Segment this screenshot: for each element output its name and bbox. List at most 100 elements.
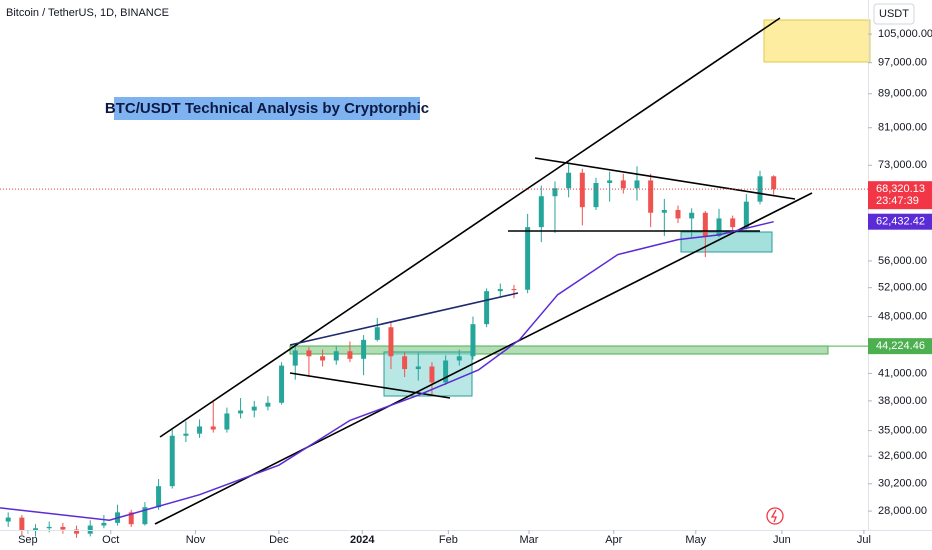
candle-body — [771, 176, 777, 190]
support-zone — [289, 345, 829, 355]
candle-body — [169, 435, 175, 487]
candle-body — [224, 413, 230, 430]
candle-body — [730, 218, 736, 228]
candle-body — [579, 172, 585, 208]
x-tick-label: Nov — [186, 534, 206, 546]
y-tick-label: 32,600.00 — [878, 450, 927, 462]
candle-body — [306, 350, 312, 357]
y-tick-label: 35,000.00 — [878, 424, 927, 436]
annotation: BTC/USDT Technical Analysis by Cryptorph… — [105, 100, 429, 117]
last-price-tag — [868, 181, 932, 210]
level-label: 44,224.46 — [876, 340, 925, 352]
candle-body — [415, 366, 421, 370]
x-tick-label: Feb — [439, 534, 458, 546]
channel-bottom — [154, 192, 813, 525]
x-tick-label: Oct — [102, 534, 119, 546]
candle-body — [142, 507, 148, 525]
candle-body — [320, 356, 326, 361]
candle-body — [702, 212, 708, 237]
candle-body — [634, 180, 640, 189]
y-tick-label: 105,000.00 — [878, 28, 932, 40]
candle-body — [593, 182, 599, 208]
x-tick-label: 2024 — [350, 534, 375, 546]
y-tick-label: 52,000.00 — [878, 282, 927, 294]
candle-body — [388, 327, 394, 357]
candle-body — [470, 324, 476, 357]
candle-body — [74, 529, 80, 534]
x-tick-label: Mar — [520, 534, 539, 546]
retest-box — [680, 231, 773, 253]
trendlines — [154, 17, 813, 525]
candle-body — [566, 172, 572, 189]
candle-body — [156, 486, 162, 508]
candle-body — [620, 180, 626, 189]
candle-body — [675, 209, 681, 219]
currency-button[interactable] — [873, 3, 915, 25]
y-tick-label: 28,000.00 — [878, 505, 927, 517]
y-tick-label: 38,000.00 — [878, 395, 927, 407]
candle-body — [292, 350, 298, 366]
x-tick-label: Dec — [269, 534, 289, 546]
ma-tag — [868, 213, 932, 230]
candle-body — [443, 360, 449, 383]
x-tick-label: May — [685, 534, 706, 546]
y-tick-label: 97,000.00 — [878, 57, 927, 69]
candle-body — [210, 426, 216, 430]
moving-average — [0, 220, 774, 521]
candles — [5, 162, 777, 538]
alert-bolt — [770, 509, 777, 523]
triangle-top — [534, 157, 796, 200]
y-tick-label: 89,000.00 — [878, 88, 927, 100]
candle-body — [497, 289, 503, 292]
candle-body — [661, 209, 667, 213]
candle-body — [648, 180, 654, 213]
countdown: 23:47:39 — [876, 195, 919, 207]
candle-body — [265, 402, 271, 407]
y-tick-label: 81,000.00 — [878, 122, 927, 134]
last-price-label: 68,320.13 — [876, 183, 925, 195]
candle-body — [46, 526, 52, 529]
channel-top — [159, 17, 781, 438]
candle-body — [101, 522, 107, 526]
target-zone — [763, 19, 871, 63]
candle-body — [525, 227, 531, 290]
candle-body — [361, 339, 367, 359]
candle-body — [33, 528, 39, 531]
candle-body — [5, 517, 11, 522]
annotation-box — [114, 97, 420, 120]
currency[interactable]: USDT — [879, 8, 909, 20]
y-tick-label: 30,200.00 — [878, 478, 927, 490]
candle-body — [333, 351, 339, 361]
candle-body — [689, 212, 695, 219]
y-tick-label: 73,000.00 — [878, 159, 927, 171]
candle-body — [87, 525, 93, 534]
x-tick-label: Jun — [773, 534, 791, 546]
candle-body — [484, 291, 490, 325]
candle-body — [552, 188, 558, 197]
chart-title: Bitcoin / TetherUS, 1D, BINANCE — [6, 7, 169, 19]
candle-body — [238, 410, 244, 414]
alert-icon[interactable] — [766, 507, 784, 525]
level-tag — [868, 338, 932, 355]
x-tick-label: Apr — [605, 534, 622, 546]
candle-body — [757, 176, 763, 202]
candle-body — [251, 406, 257, 411]
candle-body — [429, 366, 435, 383]
x-tick-label: Jul — [857, 534, 871, 546]
candle-body — [374, 327, 380, 340]
candle-body — [716, 218, 722, 237]
candle-body — [511, 289, 517, 291]
candle-body — [347, 351, 353, 359]
wedge-top — [289, 292, 519, 346]
candle-body — [456, 356, 462, 361]
candle-body — [60, 526, 66, 530]
candle-body — [279, 365, 285, 403]
candle-body — [538, 196, 544, 228]
y-tick-label: 48,000.00 — [878, 310, 927, 322]
y-tick-label: 56,000.00 — [878, 255, 927, 267]
candle-body — [197, 426, 203, 434]
ma-label: 62,432.42 — [876, 216, 925, 228]
x-tick-label: Sep — [18, 534, 38, 546]
candle-body — [743, 201, 749, 228]
